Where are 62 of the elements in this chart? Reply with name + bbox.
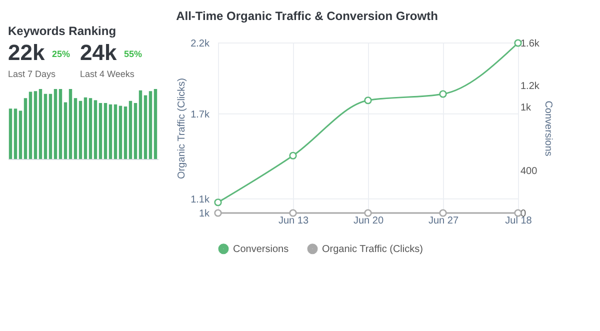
y2-tick-label: 1.6k	[520, 38, 540, 50]
bar	[138, 90, 142, 159]
point	[364, 96, 372, 104]
text: 25%	[52, 49, 70, 59]
bar	[24, 98, 28, 159]
bar	[124, 106, 128, 159]
bar	[98, 103, 102, 159]
point	[289, 209, 297, 217]
y-axis-title: Organic Traffic (Clicks)	[176, 78, 188, 179]
bar	[128, 100, 132, 159]
bar	[58, 89, 62, 159]
bar	[108, 104, 112, 159]
bar	[28, 92, 32, 159]
bar	[74, 98, 78, 159]
legend-label: Conversions	[233, 244, 289, 255]
bar	[68, 89, 72, 159]
bar	[18, 110, 22, 159]
text: 24k	[80, 40, 118, 65]
bar	[104, 103, 108, 159]
bar	[134, 103, 138, 159]
bar	[14, 108, 18, 159]
y-tick-label: 1.1k	[190, 194, 210, 206]
chart-title: All-Time Organic Traffic & Conversion Growth	[176, 9, 438, 24]
bar	[38, 89, 42, 159]
y2-tick-label: 1.2k	[520, 81, 540, 92]
text: 22k	[8, 40, 46, 65]
y2-tick-label: 400	[520, 166, 538, 177]
bar	[54, 89, 58, 159]
x-tick-label: Jun 27	[428, 216, 459, 226]
bar	[88, 98, 92, 159]
bar	[84, 97, 88, 159]
point	[439, 209, 447, 217]
bar	[78, 100, 82, 159]
bar	[34, 91, 38, 159]
bar	[118, 106, 122, 159]
point	[364, 209, 372, 217]
bar	[148, 91, 152, 159]
y-tick-label: 1k	[198, 208, 210, 220]
y2-tick-label: 1k	[520, 102, 532, 114]
bar	[114, 104, 118, 159]
point	[289, 152, 297, 160]
x-tick-label: Jul 18	[505, 216, 532, 226]
bar	[144, 95, 148, 159]
bar	[94, 100, 98, 159]
text: Last 4 Weeks	[80, 69, 135, 79]
legend-label: Organic Traffic (Clicks)	[322, 244, 423, 255]
bar	[48, 94, 52, 159]
point	[214, 198, 222, 206]
x-tick-label: Jun 13	[278, 216, 309, 226]
y-tick-label: 1.7k	[190, 109, 210, 120]
bar	[44, 94, 48, 159]
x-tick-label: Jun 20	[353, 216, 384, 226]
text: 55%	[124, 49, 142, 59]
chart-title: Keywords Ranking	[8, 24, 116, 38]
bar	[64, 102, 68, 159]
point	[214, 209, 222, 217]
y-tick-label: 2.2k	[190, 38, 210, 50]
point	[439, 90, 447, 98]
bar	[154, 89, 158, 159]
text: Last 7 Days	[8, 69, 56, 79]
y2-axis-title: Conversions	[542, 100, 554, 156]
bar	[8, 108, 12, 159]
